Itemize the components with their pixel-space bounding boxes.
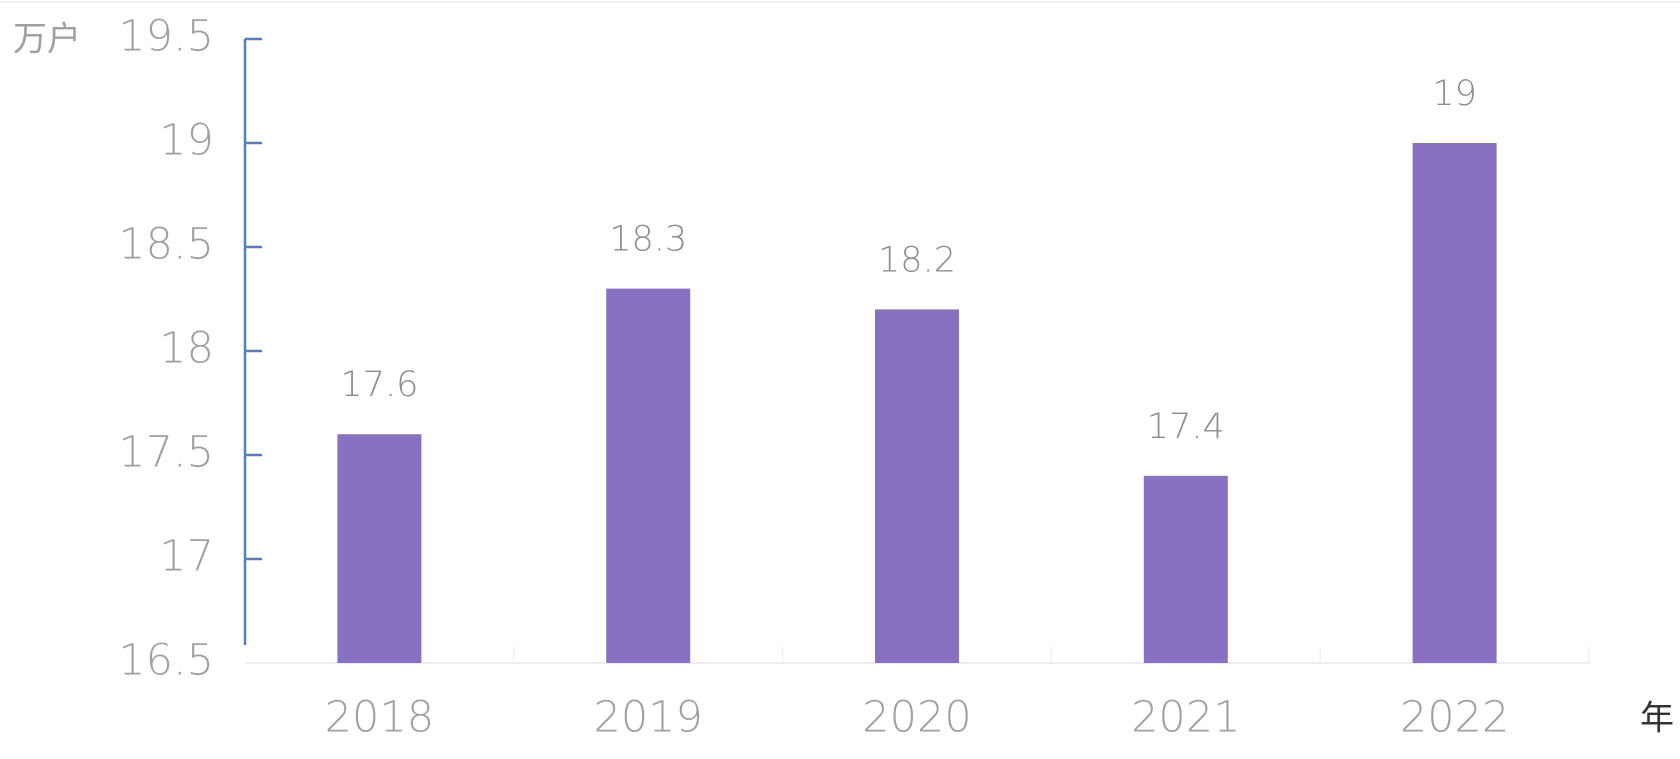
bar	[875, 309, 959, 663]
x-tick-label: 2019	[593, 693, 702, 743]
y-axis-label: 万户	[13, 20, 81, 60]
y-tick-label: 19.5	[118, 12, 214, 62]
x-tick-label: 2022	[1400, 693, 1509, 743]
data-label: 17.4	[1147, 407, 1225, 447]
x-tick-label: 2020	[862, 693, 971, 743]
x-axis-label: 年	[1640, 699, 1674, 739]
data-label: 17.6	[340, 365, 418, 405]
x-tick-label: 2021	[1131, 693, 1240, 743]
y-tick-label: 17.5	[118, 428, 214, 478]
y-tick-label: 17	[159, 532, 214, 582]
bar	[1412, 143, 1497, 663]
data-label: 19	[1432, 74, 1477, 114]
data-label: 18.3	[609, 220, 687, 260]
bar	[1143, 475, 1228, 663]
bar	[337, 434, 422, 663]
y-tick-label: 18.5	[118, 220, 214, 270]
y-tick-label: 18	[159, 324, 214, 374]
y-tick-label: 16.5	[118, 636, 214, 686]
x-tick-label: 2018	[325, 693, 434, 743]
y-tick-label: 19	[159, 116, 214, 166]
data-label: 18.2	[878, 240, 956, 280]
bar	[606, 288, 691, 663]
